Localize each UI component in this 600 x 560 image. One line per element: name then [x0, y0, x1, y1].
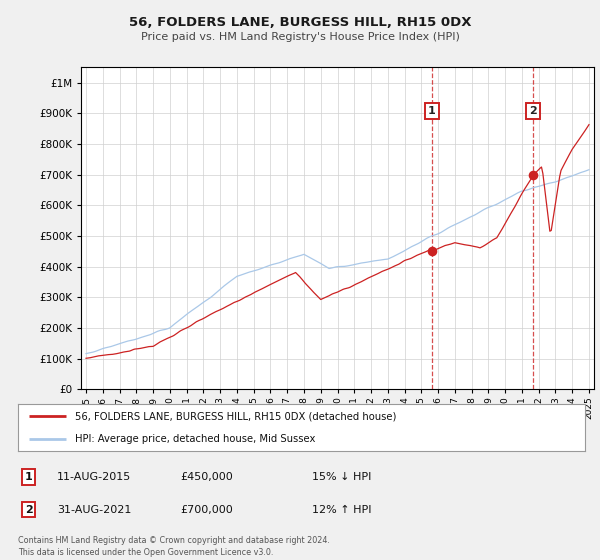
Text: £450,000: £450,000 — [180, 472, 233, 482]
Text: Contains HM Land Registry data © Crown copyright and database right 2024.
This d: Contains HM Land Registry data © Crown c… — [18, 536, 330, 557]
Text: 1: 1 — [428, 106, 436, 116]
Text: 31-AUG-2021: 31-AUG-2021 — [57, 505, 131, 515]
Text: 2: 2 — [25, 505, 32, 515]
Point — [529, 170, 538, 179]
Point — [427, 247, 437, 256]
Text: 2: 2 — [529, 106, 537, 116]
Text: £700,000: £700,000 — [180, 505, 233, 515]
Text: 56, FOLDERS LANE, BURGESS HILL, RH15 0DX: 56, FOLDERS LANE, BURGESS HILL, RH15 0DX — [129, 16, 471, 29]
Text: HPI: Average price, detached house, Mid Sussex: HPI: Average price, detached house, Mid … — [75, 434, 315, 444]
Text: 12% ↑ HPI: 12% ↑ HPI — [312, 505, 371, 515]
Text: 56, FOLDERS LANE, BURGESS HILL, RH15 0DX (detached house): 56, FOLDERS LANE, BURGESS HILL, RH15 0DX… — [75, 412, 396, 422]
Text: 15% ↓ HPI: 15% ↓ HPI — [312, 472, 371, 482]
Text: Price paid vs. HM Land Registry's House Price Index (HPI): Price paid vs. HM Land Registry's House … — [140, 32, 460, 42]
Text: 1: 1 — [25, 472, 32, 482]
Text: 11-AUG-2015: 11-AUG-2015 — [57, 472, 131, 482]
